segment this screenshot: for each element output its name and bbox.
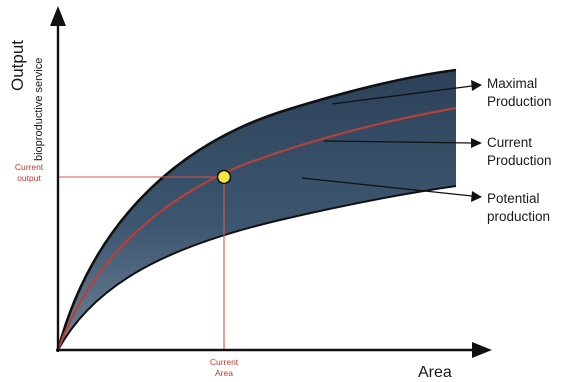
current-area-label-line1: Current [210, 357, 239, 367]
current-production-curve [56, 106, 457, 351]
current-area-label-line2: Area [215, 368, 233, 378]
current-point [216, 169, 232, 185]
production-band [58, 70, 456, 350]
y-axis-title: Output [8, 40, 27, 91]
x-axis-arrowhead [472, 342, 492, 358]
potential-production-label-line1: Potential [487, 191, 540, 206]
y-axis-arrowhead [50, 6, 66, 26]
current-output-label-line1: Current [15, 162, 44, 172]
potential-production-curve [57, 185, 457, 351]
maximal-arrowhead [471, 80, 482, 91]
maximal-production-curve [56, 68, 457, 351]
current-arrowhead [471, 138, 482, 148]
x-axis-title: Area [418, 364, 452, 381]
maximal-arrow-line [331, 85, 473, 105]
current-production-label-line2: Production [487, 153, 552, 168]
current-output-label-line2: output [17, 173, 41, 183]
y-axis-subtitle: bioproductive service [33, 58, 45, 161]
potential-arrow-line [301, 177, 473, 197]
maximal-production-label-line2: Production [487, 94, 552, 109]
current-arrow-line [323, 140, 473, 144]
current-production-label-line1: Current [487, 135, 532, 150]
potential-production-label-line2: production [487, 209, 550, 224]
maximal-production-label-line1: Maximal [487, 76, 537, 91]
potential-arrowhead [471, 191, 482, 202]
